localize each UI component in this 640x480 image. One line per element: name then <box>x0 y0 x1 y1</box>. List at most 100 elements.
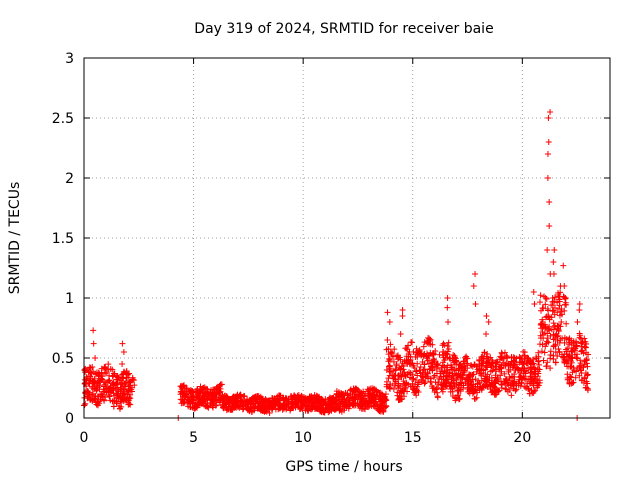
data-point <box>491 388 498 395</box>
data-point <box>495 387 502 394</box>
data-point <box>484 384 491 391</box>
data-point <box>290 392 297 399</box>
data-point <box>535 379 542 386</box>
data-point <box>235 396 242 403</box>
data-point <box>496 356 503 363</box>
data-point <box>538 321 545 328</box>
data-point <box>439 342 446 349</box>
data-point <box>529 375 536 382</box>
data-point <box>539 305 546 312</box>
data-point <box>125 401 132 408</box>
data-point <box>216 390 223 397</box>
data-point <box>120 368 127 375</box>
data-point <box>439 388 446 395</box>
data-point <box>121 391 128 398</box>
data-point <box>544 359 551 366</box>
data-point <box>572 345 579 352</box>
data-point <box>413 367 420 374</box>
data-point <box>416 346 423 353</box>
data-point <box>231 395 238 402</box>
data-point <box>408 339 415 346</box>
data-point <box>479 384 486 391</box>
data-point <box>569 348 576 355</box>
data-point <box>568 374 575 381</box>
data-point <box>239 406 246 413</box>
data-point <box>280 404 287 411</box>
data-point <box>445 346 452 353</box>
data-point <box>460 367 467 374</box>
data-point <box>492 385 499 392</box>
data-point <box>180 382 187 389</box>
data-point <box>555 345 562 352</box>
data-point <box>576 330 583 337</box>
data-point <box>537 335 544 342</box>
data-point <box>320 406 327 413</box>
data-point <box>91 386 98 393</box>
data-point <box>539 328 546 335</box>
data-point <box>555 289 562 296</box>
data-point <box>234 403 241 410</box>
data-point <box>329 403 336 410</box>
data-point <box>114 391 121 398</box>
data-point <box>230 400 237 407</box>
data-point <box>544 247 551 253</box>
data-point <box>458 367 465 374</box>
data-point <box>409 375 416 382</box>
data-point <box>521 383 528 390</box>
data-point <box>186 397 193 404</box>
data-point <box>455 396 462 403</box>
data-point <box>561 283 568 289</box>
data-point <box>444 295 451 301</box>
data-point <box>275 401 282 408</box>
data-point <box>292 398 299 405</box>
data-point <box>511 354 518 361</box>
data-point <box>552 349 559 356</box>
data-point <box>569 354 576 361</box>
data-point <box>360 396 367 403</box>
data-point <box>269 395 276 402</box>
data-point <box>526 380 533 387</box>
data-point <box>418 373 425 380</box>
data-point <box>508 392 515 399</box>
data-point <box>399 307 406 313</box>
data-point <box>377 405 384 412</box>
data-point <box>486 359 493 366</box>
data-point <box>400 378 407 385</box>
data-point <box>292 404 299 411</box>
data-point <box>554 352 561 359</box>
data-point <box>411 389 418 396</box>
data-point <box>109 366 116 373</box>
data-point <box>90 340 97 347</box>
data-point <box>566 380 573 387</box>
data-point <box>325 397 332 404</box>
data-point <box>531 388 538 395</box>
data-point <box>263 398 270 405</box>
data-point <box>412 368 419 375</box>
data-point <box>413 345 420 352</box>
data-point <box>420 351 427 358</box>
data-point <box>494 374 501 381</box>
data-point <box>100 388 107 395</box>
data-point <box>419 358 426 365</box>
data-point <box>126 385 133 392</box>
data-point <box>503 360 510 367</box>
data-point <box>499 350 506 357</box>
data-point <box>509 380 516 387</box>
data-point <box>564 351 570 358</box>
data-point <box>208 392 215 399</box>
data-point <box>560 354 567 361</box>
data-point <box>249 407 256 414</box>
data-point <box>539 316 546 323</box>
data-point <box>432 386 439 393</box>
data-point <box>520 373 527 380</box>
data-point <box>466 384 473 391</box>
data-point <box>584 385 591 392</box>
y-axis-label: SRMTID / TECUs <box>7 182 23 295</box>
data-point <box>204 403 211 410</box>
data-point <box>528 387 535 394</box>
data-point <box>567 363 574 370</box>
data-point <box>581 375 588 382</box>
data-point <box>177 396 184 403</box>
data-point <box>487 354 494 361</box>
data-point <box>581 335 588 342</box>
